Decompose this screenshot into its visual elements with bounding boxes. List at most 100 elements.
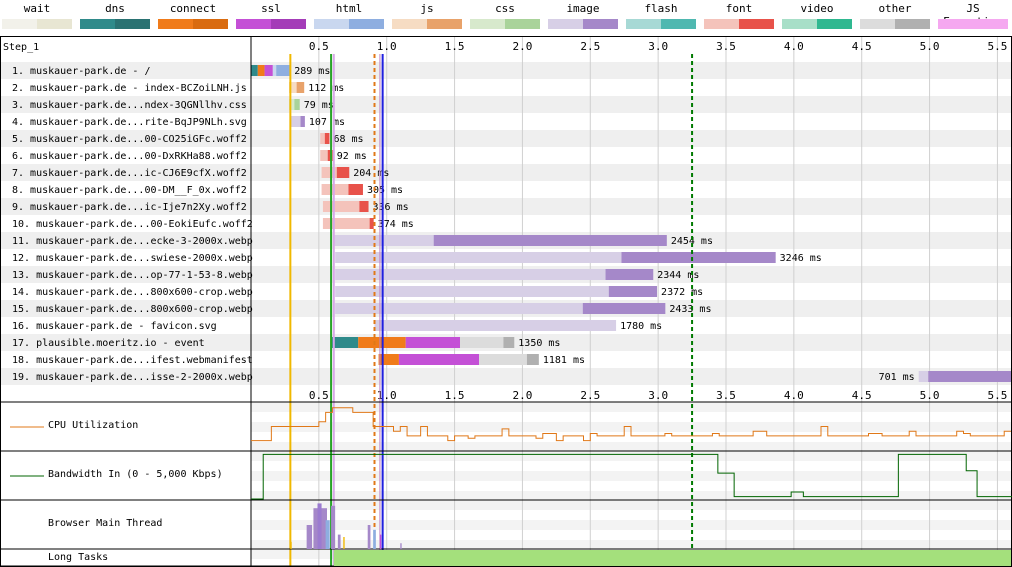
request-bar-download — [324, 133, 330, 144]
legend-swatch — [236, 19, 306, 29]
main-thread-activity — [379, 534, 382, 549]
request-timing: 92 ms — [337, 151, 367, 162]
legend-label: other — [878, 2, 912, 15]
long-tasks-label: Long Tasks — [48, 552, 109, 563]
axis-tick-label-bottom: 4.5 — [852, 389, 872, 402]
axis-tick-label-top: 1.0 — [377, 40, 397, 53]
request-bar-download — [433, 235, 667, 246]
request-bar-phase — [251, 65, 258, 76]
long-task-bar — [333, 550, 1011, 566]
request-label: 6. muskauer-park.de...00-DxRKHa88.woff2 — [12, 151, 247, 162]
request-bar-download — [296, 82, 305, 93]
legend-swatch — [860, 19, 930, 29]
request-timing: 1350 ms — [518, 338, 560, 349]
request-label: 15. muskauer-park.de...800x600-crop.webp — [12, 304, 253, 315]
main-thread-activity — [343, 537, 345, 549]
request-bar-download — [359, 201, 369, 212]
axis-tick-label-top: 2.0 — [512, 40, 532, 53]
axis-tick-label-top: 4.0 — [784, 40, 804, 53]
request-bar-download — [526, 354, 539, 365]
graph-band — [251, 491, 1011, 500]
legend-item-ssl: ssl — [236, 0, 306, 36]
request-bar-download — [300, 116, 305, 127]
legend-label: video — [800, 2, 834, 15]
main-thread-label: Browser Main Thread — [48, 518, 163, 529]
request-timing: 2454 ms — [671, 236, 713, 247]
request-timing: 68 ms — [333, 134, 363, 145]
legend-item-other: other — [860, 0, 930, 36]
step-label: Step_1 — [3, 42, 40, 53]
legend-item-js-execution: JS Execution — [938, 0, 1008, 36]
request-bar-download — [608, 286, 658, 297]
legend-swatch — [626, 19, 696, 29]
request-bar-phase — [331, 337, 359, 348]
axis-tick-label-top: 5.0 — [920, 40, 940, 53]
request-bar-ttfb — [322, 218, 370, 229]
request-bar-ttfb — [479, 354, 527, 365]
legend-item-flash: flash — [626, 0, 696, 36]
request-timing: 1181 ms — [543, 355, 585, 366]
axis-tick-label-bottom: 3.5 — [716, 389, 736, 402]
request-timing: 305 ms — [367, 185, 403, 196]
legend-swatch — [782, 19, 852, 29]
axis-tick-label-bottom: 5.5 — [987, 389, 1007, 402]
legend-item-font: font — [704, 0, 774, 36]
request-bar-ttfb — [335, 269, 606, 280]
axis-tick-label-top: 5.5 — [987, 40, 1007, 53]
request-timing: 2344 ms — [657, 270, 699, 281]
request-label: 13. muskauer-park.de...op-77-1-53-8.webp — [12, 270, 253, 281]
axis-tick-label-bottom: 1.5 — [445, 389, 465, 402]
request-bar-ttfb — [335, 252, 622, 263]
request-bar-phase — [398, 354, 479, 365]
main-thread-activity — [290, 541, 292, 549]
request-label: 12. muskauer-park.de...swiese-2000x.webp — [12, 253, 253, 264]
request-bar-download — [582, 303, 666, 314]
axis-tick-label-top: 0.5 — [309, 40, 329, 53]
request-bar-phase — [405, 337, 460, 348]
waterfall-chart: 0.50.51.01.01.51.52.02.02.52.53.03.03.53… — [0, 36, 1012, 567]
axis-tick-label-bottom: 3.0 — [648, 389, 668, 402]
graph-band — [251, 402, 1011, 412]
axis-tick-label-top: 4.5 — [852, 40, 872, 53]
request-bar-download — [369, 218, 374, 229]
legend-label: html — [335, 2, 363, 15]
request-bar-download — [503, 337, 515, 348]
legend-item-html: html — [314, 0, 384, 36]
legend-swatch — [2, 19, 72, 29]
request-label: 4. muskauer-park.de...rite-BqJP9NLh.svg — [12, 117, 247, 128]
request-bar-ttfb — [333, 235, 434, 246]
legend-item-js: js — [392, 0, 462, 36]
axis-tick-label-bottom: 5.0 — [920, 389, 940, 402]
request-bar-ttfb — [374, 320, 617, 331]
legend: wait dns connect ssl html js css image flash font… — [0, 0, 1012, 36]
request-bar-ttfb — [320, 150, 328, 161]
waterfall: Step_1 0.5 0.5 1.0 1.0 1.5 1.5 2.0 2.0 2.5 2.5 3.0… — [0, 36, 1012, 567]
main-thread-activity — [306, 525, 313, 549]
legend-label: dns — [105, 2, 125, 15]
request-bar-ttfb — [335, 286, 609, 297]
bandwidth-line — [251, 453, 1012, 500]
legend-swatch — [392, 19, 462, 29]
request-bar-ttfb — [460, 337, 504, 348]
request-bar-download — [294, 99, 300, 110]
request-label: 3. muskauer-park.de...ndex-3QGNllhv.css — [12, 100, 247, 111]
graph-band — [251, 442, 1011, 451]
graph-band — [251, 471, 1011, 481]
request-label: 5. muskauer-park.de...00-CO25iGFc.woff2 — [12, 134, 247, 145]
request-timing: 112 ms — [308, 83, 344, 94]
row-background — [0, 130, 1012, 147]
main-thread-activity — [325, 520, 330, 549]
request-label: 1. muskauer-park.de - / — [12, 66, 150, 77]
graph-band — [251, 500, 1011, 510]
request-timing: 2372 ms — [661, 287, 703, 298]
legend-item-dns: dns — [80, 0, 150, 36]
request-bar-download — [348, 184, 363, 195]
legend-swatch — [470, 19, 540, 29]
main-thread-activity — [373, 529, 376, 549]
legend-item-image: image — [548, 0, 618, 36]
request-timing: 336 ms — [373, 202, 409, 213]
legend-label: wait — [23, 2, 51, 15]
axis-tick-label-bottom: 4.0 — [784, 389, 804, 402]
request-label: 16. muskauer-park.de - favicon.svg — [12, 321, 217, 332]
row-background — [0, 368, 1012, 385]
